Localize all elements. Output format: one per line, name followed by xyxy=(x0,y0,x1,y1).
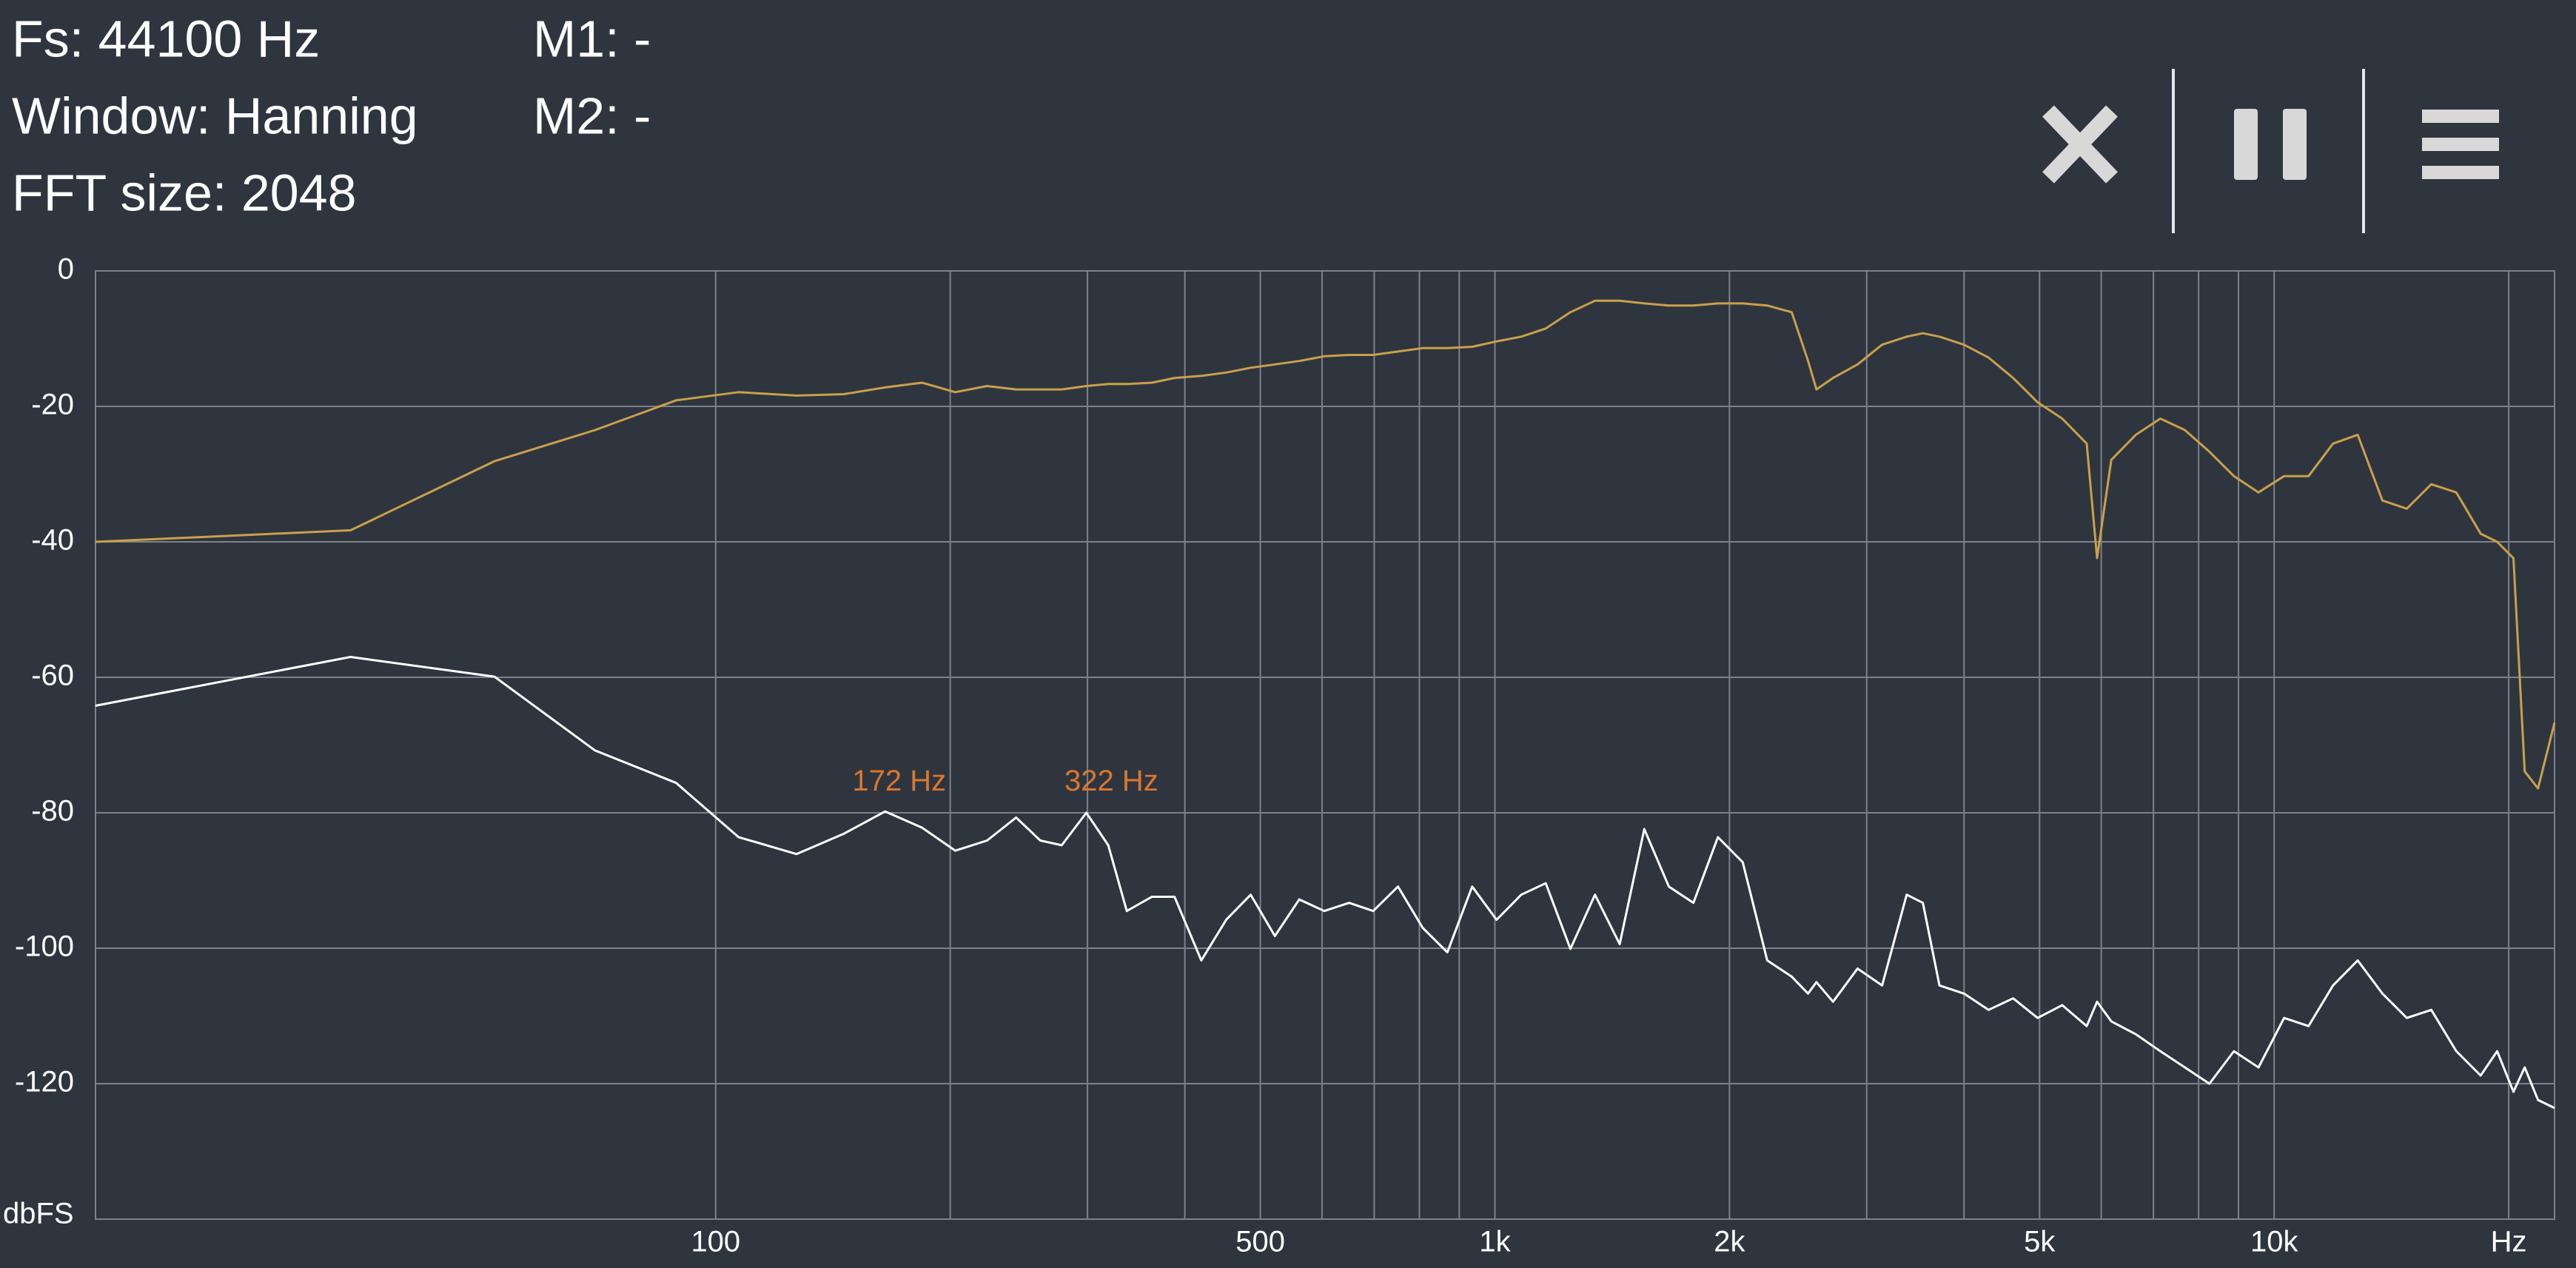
y-tick-label: -20 xyxy=(31,389,74,421)
marker-1: M1: - xyxy=(533,10,651,67)
y-tick-label: -120 xyxy=(15,1066,74,1098)
pause-bar xyxy=(2283,109,2307,180)
y-tick-label: -100 xyxy=(15,930,74,963)
menu-line xyxy=(2422,110,2499,123)
series-line xyxy=(95,299,2556,790)
fft-size: FFT size: 2048 xyxy=(12,164,357,221)
x-tick-label: 100 xyxy=(691,1226,740,1258)
y-tick-label: 0 xyxy=(58,253,74,286)
menu-line xyxy=(2422,166,2499,179)
y-axis-label: dbFS xyxy=(3,1198,74,1230)
window-type: Window: Hanning xyxy=(12,87,418,144)
close-button[interactable] xyxy=(2028,96,2132,192)
menu-button[interactable] xyxy=(2409,96,2512,192)
x-tick-label: 2k xyxy=(1714,1226,1745,1258)
pause-bar xyxy=(2234,109,2258,180)
marker-2: M2: - xyxy=(533,87,651,144)
y-tick-label: -60 xyxy=(31,660,74,692)
pause-button[interactable] xyxy=(2218,96,2322,192)
sample-rate: Fs: 44100 Hz xyxy=(12,10,320,67)
menu-line xyxy=(2422,138,2499,151)
peak-label: 322 Hz xyxy=(1064,765,1158,797)
x-tick-label: Hz xyxy=(2491,1226,2527,1258)
series-line xyxy=(95,656,2555,1110)
close-icon xyxy=(2042,105,2118,184)
x-tick-label: 5k xyxy=(2024,1226,2056,1258)
peak-label: 172 Hz xyxy=(852,765,946,797)
x-tick-label: 10k xyxy=(2250,1226,2298,1258)
x-tick-label: 1k xyxy=(1479,1226,1511,1258)
y-tick-label: -80 xyxy=(31,795,74,828)
x-tick-label: 500 xyxy=(1235,1226,1285,1258)
y-tick-label: -40 xyxy=(31,524,74,557)
